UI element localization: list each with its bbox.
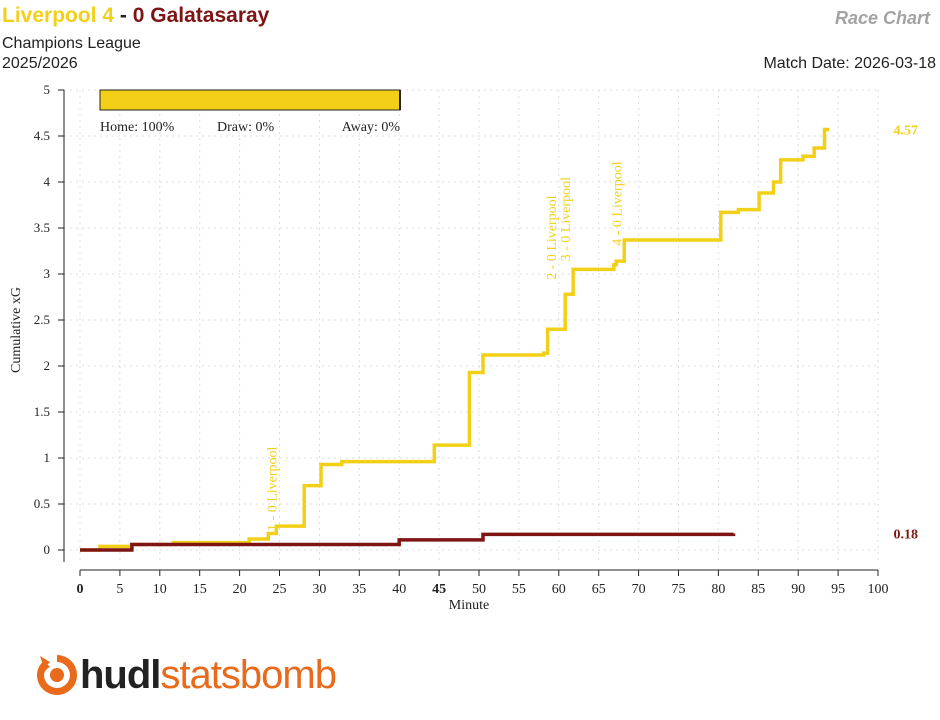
x-tick-label: 50: [472, 582, 486, 597]
x-tick-label: 60: [552, 582, 566, 597]
x-tick-label: 90: [791, 582, 805, 597]
y-tick-label: 2: [44, 358, 51, 373]
win-probability-away-label: Away: 0%: [342, 120, 401, 135]
chart-type-title: Race Chart: [834, 8, 930, 28]
x-tick-label: 55: [512, 582, 526, 597]
goal-annotation: 3 - 0 Liverpool: [559, 177, 574, 261]
hudl-statsbomb-logo: hudl statsbomb: [34, 652, 337, 698]
series-line-liverpool: [80, 127, 830, 552]
away-score: 0: [132, 4, 145, 27]
y-tick-label: 1: [44, 450, 51, 465]
series-line-galatasaray: [80, 532, 736, 552]
x-tick-label: 25: [273, 582, 287, 597]
x-axis-label: Minute: [449, 598, 489, 613]
season-label: 2025/2026: [2, 55, 78, 72]
win-probability-home-label: Home: 100%: [100, 120, 175, 135]
home-team-name: Liverpool: [2, 4, 97, 27]
x-tick-label: 30: [312, 582, 326, 597]
x-tick-label: 95: [831, 582, 845, 597]
statsbomb-logo-icon: [37, 655, 77, 695]
x-tick-label: 85: [751, 582, 765, 597]
y-tick-label: 0: [44, 542, 51, 557]
y-tick-label: 3.5: [34, 220, 50, 235]
x-tick-label: 10: [153, 582, 167, 597]
x-tick-label: 35: [352, 582, 366, 597]
x-tick-label: 45: [432, 582, 446, 597]
race-chart: 00.511.522.533.544.550 5 10 15 20 25 30 35 40 45 5…: [9, 82, 919, 613]
match-date: Match Date: 2026-03-18: [763, 55, 936, 72]
y-tick-label: 2.5: [34, 312, 50, 327]
goal-annotation: 1 - 0 Liverpool: [266, 446, 281, 530]
home-score: 4: [102, 4, 115, 27]
score-separator: -: [119, 4, 127, 27]
x-tick-label: 80: [711, 582, 725, 597]
x-tick-label: 20: [233, 582, 247, 597]
series-end-label: 0.18: [894, 527, 919, 542]
logo-text-statsbomb: statsbomb: [160, 653, 337, 697]
y-tick-label: 5: [44, 82, 51, 97]
match-title: Liverpool 4 - 0 Galatasaray: [2, 4, 269, 28]
y-tick-label: 3: [44, 266, 51, 281]
win-probability-home-fill: [99, 89, 401, 111]
series-end-label: 4.57: [894, 124, 919, 139]
y-axis-label: Cumulative xG: [9, 287, 24, 373]
logo-text-hudl: hudl: [80, 653, 161, 697]
y-tick-label: 1.5: [34, 404, 50, 419]
y-tick-label: 4: [44, 174, 51, 189]
x-tick-label: 70: [632, 582, 646, 597]
win-probability-draw-label: Draw: 0%: [217, 120, 274, 135]
x-tick-label: 5: [116, 582, 123, 597]
x-tick-label: 0: [77, 582, 84, 597]
x-tick-label: 75: [672, 582, 686, 597]
x-tick-label: 65: [592, 582, 606, 597]
goal-annotation: 4 - 0 Liverpool: [610, 161, 625, 245]
x-tick-label: 15: [193, 582, 207, 597]
y-tick-label: 0.5: [34, 496, 50, 511]
away-team-name: Galatasaray: [150, 4, 270, 27]
x-tick-label: 100: [868, 582, 889, 597]
goal-annotation: 2 - 0 Liverpool: [545, 195, 560, 279]
competition-name: Champions League: [2, 35, 141, 52]
y-tick-label: 4.5: [34, 128, 50, 143]
x-tick-label: 40: [392, 582, 406, 597]
